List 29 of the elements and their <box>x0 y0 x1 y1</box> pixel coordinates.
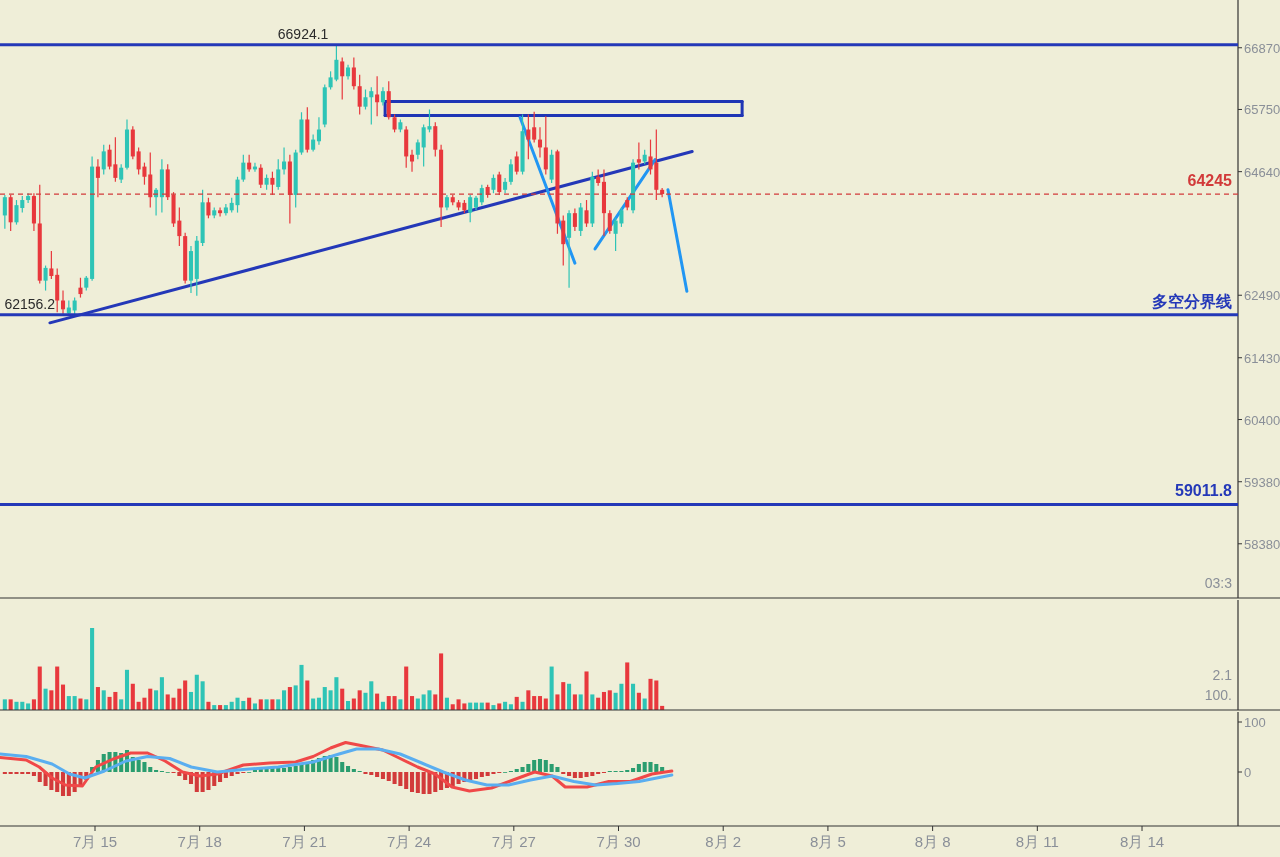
x-tick-label: 7月 30 <box>596 833 641 850</box>
x-tick-label: 7月 24 <box>387 833 432 850</box>
x-tick-label: 8月 8 <box>914 833 951 850</box>
annotation: 03:3 <box>1204 575 1233 591</box>
x-tick-label: 8月 2 <box>705 833 742 850</box>
x-tick-label: 7月 15 <box>72 833 118 850</box>
y-tick-label: 64640 <box>1244 164 1280 180</box>
annotation: 2.1 <box>1212 667 1233 683</box>
x-tick-label: 8月 14 <box>1119 833 1165 850</box>
ref-line-label: 多空分界线 <box>1152 292 1232 310</box>
x-tick-label: 7月 18 <box>177 833 222 850</box>
y-tick-label: 100 <box>1244 715 1266 730</box>
ref-line-label: 59011.8 <box>1175 482 1233 500</box>
y-tick-label: 59380 <box>1244 474 1280 490</box>
y-tick-label: 66870 <box>1244 40 1280 56</box>
annotation: 66924.1 <box>277 25 329 42</box>
y-tick-label: 65750 <box>1244 102 1280 118</box>
x-tick-label: 7月 21 <box>282 833 327 850</box>
y-tick-label: 0 <box>1244 765 1252 780</box>
annotation: 100. <box>1204 687 1232 703</box>
y-tick-label: 58380 <box>1244 536 1280 552</box>
ref-line-label: 64245 <box>1187 172 1233 190</box>
annotation: 62156.2 <box>4 295 56 312</box>
y-tick-label: 62490 <box>1244 288 1280 304</box>
x-tick-label: 8月 11 <box>1015 833 1059 850</box>
y-tick-label: 60400 <box>1244 412 1280 428</box>
x-tick-label: 7月 27 <box>491 833 536 850</box>
y-tick-label: 61430 <box>1244 350 1280 366</box>
x-tick-label: 8月 5 <box>809 833 846 850</box>
